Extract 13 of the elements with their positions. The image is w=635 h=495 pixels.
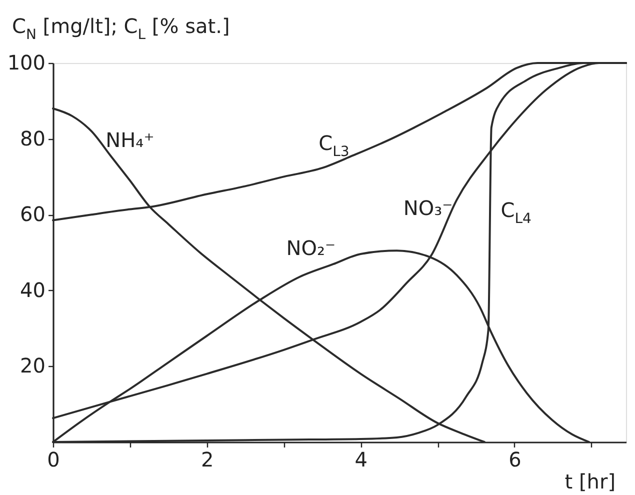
series-label: NO₃⁻ [403,196,453,220]
y-tick-label: 80 [20,126,46,150]
x-tick-label: 0 [47,448,60,472]
y-tick-label: 20 [20,354,46,378]
x-tick-label: 6 [508,448,522,472]
y-tick-label: 60 [20,202,46,226]
x-axis-title: t [hr] [564,470,616,494]
x-tick-label: 4 [354,448,368,472]
y-tick-label: 40 [20,278,46,302]
series-label: NH₄⁺ [106,128,154,152]
series-label: NO₂⁻ [286,236,336,260]
y-tick-label: 100 [7,50,46,74]
x-tick-label: 2 [200,448,214,472]
